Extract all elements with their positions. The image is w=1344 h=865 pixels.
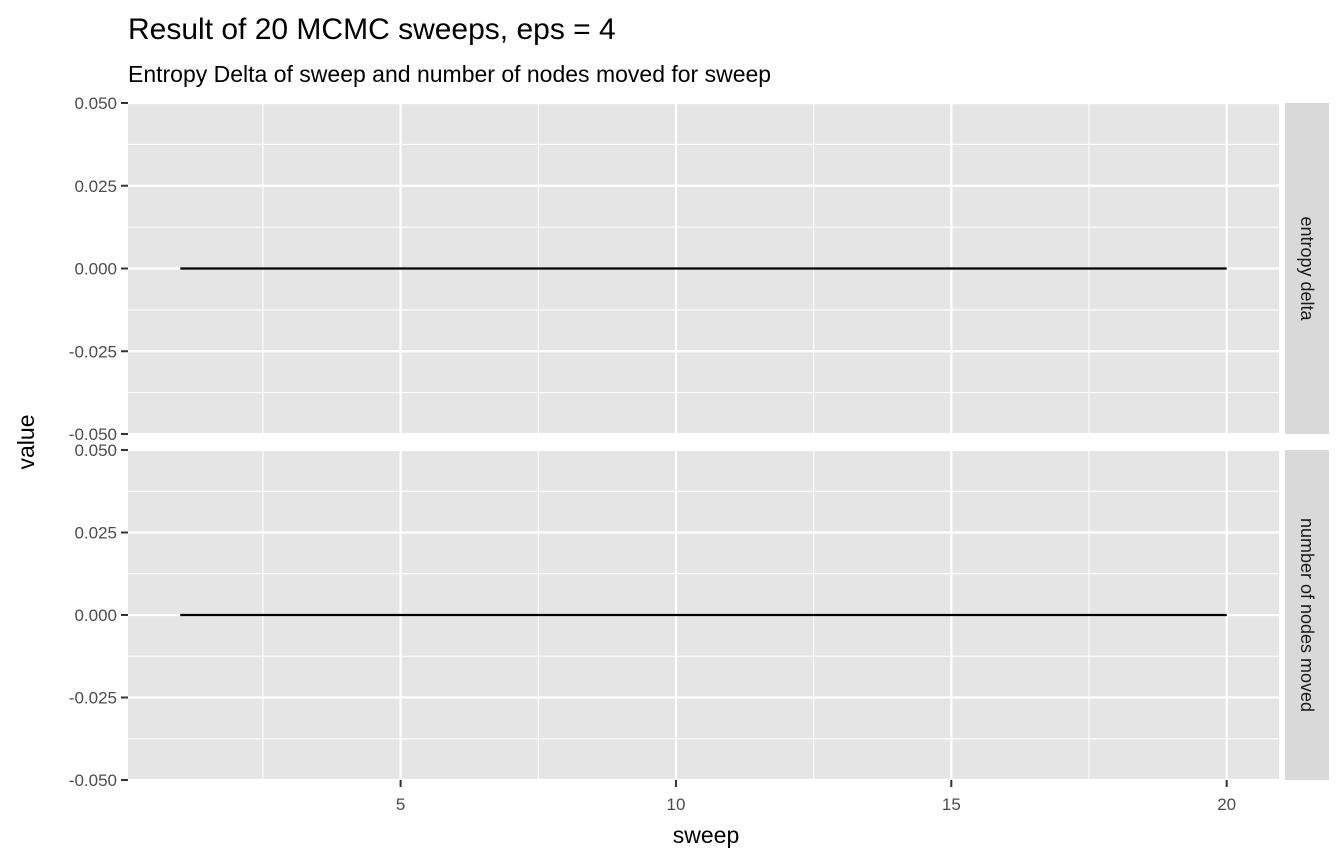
y-tick-label: 0.025 <box>74 524 117 543</box>
facet-panel: -0.050 -0.025 0.000 0.025 0.050 number of nod… <box>69 441 1329 790</box>
x-tick-label: 15 <box>942 795 961 814</box>
y-tick-label: 0.050 <box>74 94 117 113</box>
facet-strip <box>1285 450 1329 780</box>
x-tick-label: 20 <box>1217 795 1236 814</box>
y-tick-label: -0.025 <box>69 342 117 361</box>
chart-title: Result of 20 MCMC sweeps, eps = 4 <box>128 13 616 46</box>
facet-strip-label: number of nodes moved <box>1297 518 1317 712</box>
facet-strip <box>1285 103 1329 434</box>
facet-panel: -0.050 -0.025 0.000 0.025 0.050 entropy delta <box>69 94 1329 444</box>
panels-layer: -0.050 -0.025 0.000 0.025 0.050 entropy delta… <box>69 94 1329 814</box>
y-tick-label: 0.025 <box>74 177 117 196</box>
y-tick-label: -0.025 <box>69 689 117 708</box>
y-axis-title: value <box>13 415 39 470</box>
chart-subtitle: Entropy Delta of sweep and number of nod… <box>128 61 771 87</box>
y-tick-label: 0.000 <box>74 260 117 279</box>
y-tick-label: 0.050 <box>74 441 117 460</box>
y-tick-label: -0.050 <box>69 771 117 790</box>
y-tick-label: 0.000 <box>74 606 117 625</box>
y-tick-label: -0.050 <box>69 425 117 444</box>
x-axis-title: sweep <box>673 822 739 848</box>
facet-strip-label: entropy delta <box>1297 216 1317 321</box>
x-tick-label: 10 <box>667 795 686 814</box>
x-tick-label: 5 <box>396 795 405 814</box>
